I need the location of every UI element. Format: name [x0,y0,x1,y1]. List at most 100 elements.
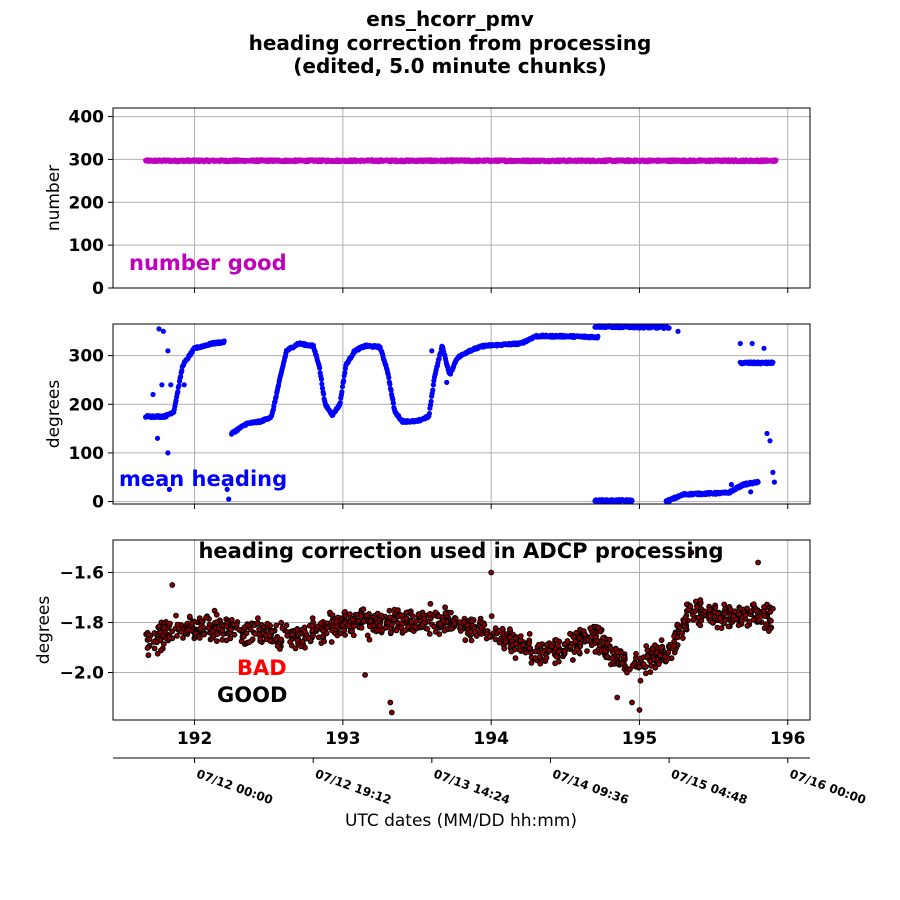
correction-point [750,601,757,608]
correction-point [180,635,186,641]
y-tick-label: −1.6 [60,564,104,584]
correction-point [507,634,514,641]
correction-point [393,627,400,634]
mean-heading-point [755,479,761,485]
correction-point [526,645,533,651]
correction-point [543,642,550,648]
correction-point [496,639,503,646]
correction-point [608,645,614,652]
correction-point [512,634,519,641]
correction-point [501,645,508,652]
correction-point [349,628,355,634]
correction-point [586,637,592,643]
mean-heading-point [168,382,174,388]
correction-point [219,636,226,643]
correction-point [674,621,681,628]
correction-point [315,634,322,641]
correction-point [744,623,751,629]
correction-point [727,606,734,613]
correction-point [715,610,721,617]
correction-point [236,627,243,633]
correction-point [556,648,562,655]
correction-point [755,617,762,624]
correction-point [158,647,164,654]
correction-point [257,635,264,642]
correction-point [408,618,415,625]
correction-point [150,639,157,645]
mean-heading-point [387,381,393,387]
mean-heading-point [337,400,343,406]
correction-point [213,611,220,618]
correction-point [695,614,702,621]
correction-point [619,660,625,667]
correction-point [468,637,475,644]
correction-point [637,677,644,684]
correction-point [592,649,599,655]
correction-point [174,633,180,639]
correction-point [604,653,611,660]
correction-point [674,634,681,641]
mean-heading-point [176,383,182,389]
mean-heading-point [595,333,601,339]
correction-point [709,619,716,626]
correction-point [680,635,686,641]
date-tick-label: 07/16 00:00 [788,767,868,808]
correction-point [581,631,588,638]
mean-heading-point [386,375,392,381]
x-tick-label: 194 [473,729,509,749]
correction-point [169,628,176,635]
correction-point [644,647,651,654]
correction-point [436,631,443,637]
correction-point [629,699,635,706]
y-tick-label: 300 [69,347,105,367]
mean-heading-point [224,486,230,492]
number-good-annotation: number good [129,251,287,275]
correction-point [528,660,535,666]
mean-heading-point [226,496,232,502]
correction-point [721,610,728,617]
figure-title-line-3: (edited, 5.0 minute chunks) [293,54,606,78]
panel-correction-title: heading correction used in ADCP processi… [198,539,723,563]
mean-heading-point [221,338,227,344]
correction-point [520,642,526,649]
correction-point [198,618,205,625]
correction-point [145,632,152,638]
mean-heading-point [771,479,778,485]
correction-point [526,640,533,646]
correction-point [412,623,419,630]
correction-point [567,630,573,637]
mean-heading-point [737,340,743,347]
bad-annotation: BAD [237,656,287,680]
correction-point [640,661,647,668]
correction-point [750,616,757,623]
correction-point [174,621,181,628]
correction-point [469,618,476,625]
correction-point [690,617,697,623]
correction-point [512,655,519,661]
correction-point [584,648,590,654]
correction-point [233,622,240,628]
correction-point [378,612,385,619]
correction-point [284,632,291,639]
y-tick-label: 200 [69,193,105,213]
mean-heading-point [428,398,434,405]
correction-point [573,646,580,652]
correction-point [706,606,713,613]
correction-point [658,637,665,644]
correction-point [555,643,561,649]
correction-point [358,624,365,631]
correction-point [360,606,367,613]
correction-point [283,622,290,629]
correction-point [763,621,769,627]
correction-point [488,613,495,619]
correction-point [665,649,672,656]
panel-correction-frame [112,539,811,721]
correction-point [496,628,503,634]
y-tick-label: 400 [69,108,105,128]
correction-point [395,607,401,613]
correction-point [697,597,704,603]
correction-point [403,615,410,621]
correction-point [442,610,449,616]
correction-point [160,641,167,647]
mean-heading-point [273,393,279,400]
